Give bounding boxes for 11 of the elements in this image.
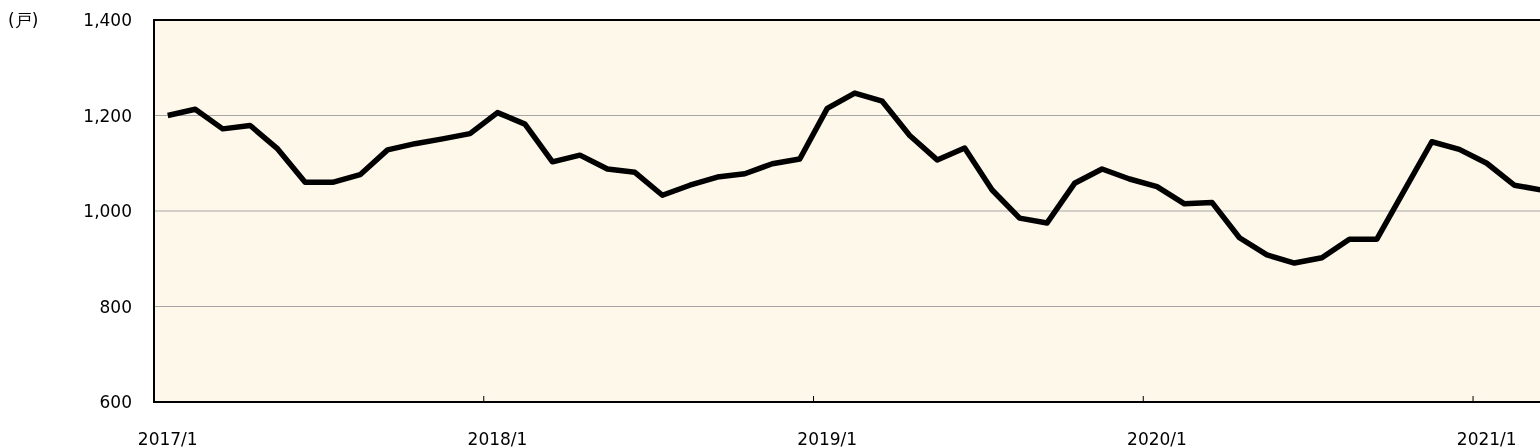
x-tick-label: 2018/1 xyxy=(467,429,528,447)
x-tick-label: 2017/1 xyxy=(137,429,198,447)
x-tick-label: 2019/1 xyxy=(797,429,858,447)
y-tick-label: 800 xyxy=(99,296,132,317)
x-tick-label: 2020/1 xyxy=(1127,429,1187,447)
y-tick-label: 1,200 xyxy=(83,105,132,126)
y-axis-title: (戸) xyxy=(8,10,39,30)
y-tick-label: 1,400 xyxy=(83,10,132,30)
y-tick-label: 1,000 xyxy=(83,201,132,221)
y-tick-label: 600 xyxy=(99,392,132,412)
x-tick-label: 2021/1 xyxy=(1456,429,1517,447)
